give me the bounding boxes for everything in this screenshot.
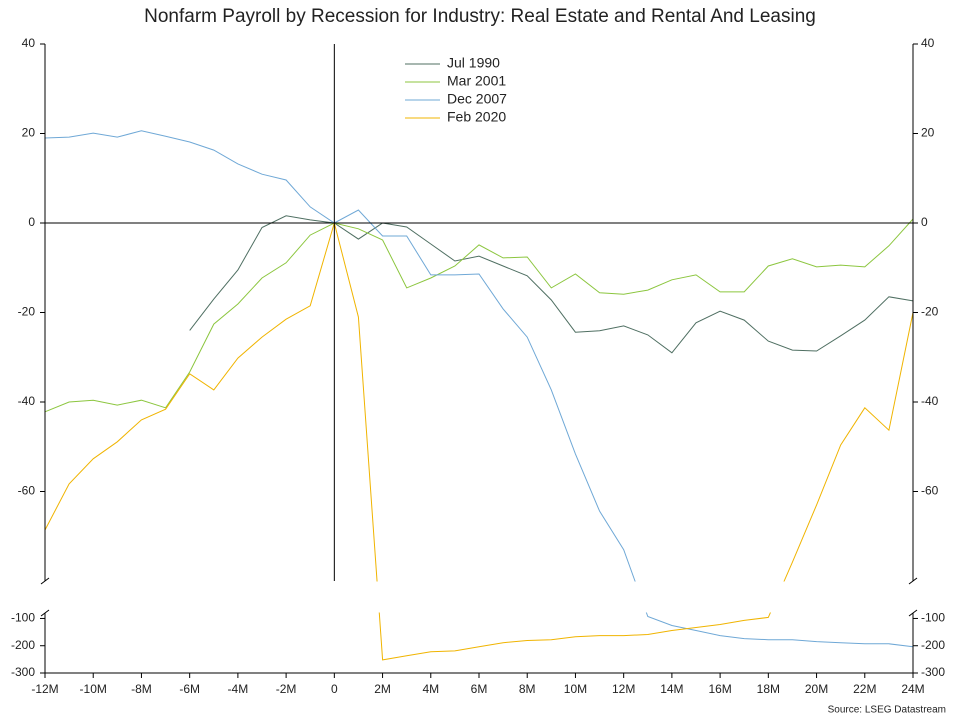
y-tick-label-right: -200 bbox=[921, 638, 945, 652]
y-tick-label: -20 bbox=[18, 305, 36, 319]
series-line bbox=[189, 215, 914, 354]
x-tick-label: 2M bbox=[374, 682, 391, 696]
y-tick-label: -200 bbox=[11, 638, 35, 652]
x-tick-label: -8M bbox=[131, 682, 152, 696]
x-tick-label: 0 bbox=[331, 682, 338, 696]
y-tick-label: 20 bbox=[22, 126, 36, 140]
x-tick-label: -4M bbox=[228, 682, 249, 696]
legend-label: Jul 1990 bbox=[447, 55, 500, 71]
axis-break-mark bbox=[908, 609, 918, 617]
y-tick-label-right: 40 bbox=[921, 36, 935, 50]
x-tick-label: -6M bbox=[179, 682, 200, 696]
y-tick-label: 0 bbox=[28, 215, 35, 229]
x-tick-label: 10M bbox=[564, 682, 587, 696]
x-tick-label: 18M bbox=[757, 682, 780, 696]
y-tick-label-right: 20 bbox=[921, 126, 935, 140]
x-tick-label: 22M bbox=[853, 682, 876, 696]
x-tick-label: 4M bbox=[422, 682, 439, 696]
x-tick-label: 14M bbox=[660, 682, 683, 696]
y-tick-label: -300 bbox=[11, 665, 35, 679]
axis-break-mark bbox=[40, 609, 50, 617]
legend-label: Feb 2020 bbox=[447, 109, 506, 125]
x-tick-label: 6M bbox=[471, 682, 488, 696]
chart-title: Nonfarm Payroll by Recession for Industr… bbox=[144, 6, 816, 27]
y-tick-label-right: -20 bbox=[921, 305, 939, 319]
legend-label: Mar 2001 bbox=[447, 73, 506, 89]
y-tick-label: -100 bbox=[11, 611, 35, 625]
axis-break-mark bbox=[908, 577, 918, 585]
series-line bbox=[44, 130, 914, 648]
legend-label: Dec 2007 bbox=[447, 91, 507, 107]
series-line bbox=[44, 221, 914, 661]
y-tick-label-right: -60 bbox=[921, 484, 939, 498]
x-tick-label: 24M bbox=[901, 682, 924, 696]
y-tick-label-right: -100 bbox=[921, 611, 945, 625]
x-tick-label: 12M bbox=[612, 682, 635, 696]
y-tick-label-right: 0 bbox=[921, 215, 928, 229]
x-tick-label: -12M bbox=[31, 682, 58, 696]
x-tick-label: 8M bbox=[519, 682, 536, 696]
source-note: Source: LSEG Datastream bbox=[828, 705, 946, 716]
y-tick-label-right: -40 bbox=[921, 394, 939, 408]
axis-break-mark bbox=[40, 577, 50, 585]
x-tick-label: 16M bbox=[708, 682, 731, 696]
x-tick-label: -10M bbox=[80, 682, 107, 696]
y-tick-label-right: -300 bbox=[921, 665, 945, 679]
axis-break-gap bbox=[39, 581, 919, 613]
y-tick-label: -60 bbox=[18, 484, 36, 498]
y-tick-label: 40 bbox=[22, 36, 36, 50]
series-line bbox=[44, 218, 914, 413]
x-tick-label: -2M bbox=[276, 682, 297, 696]
x-tick-label: 20M bbox=[805, 682, 828, 696]
y-tick-label: -40 bbox=[18, 394, 36, 408]
